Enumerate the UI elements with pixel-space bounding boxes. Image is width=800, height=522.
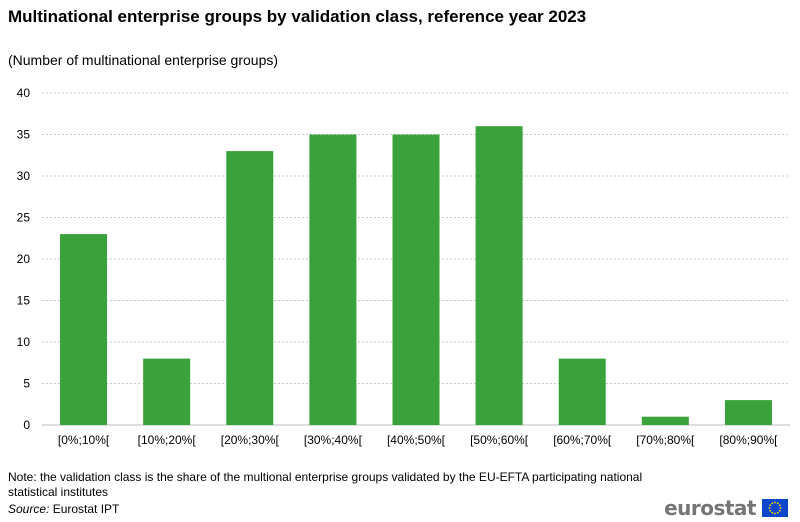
flag-star [779,507,782,509]
y-tick-label: 15 [17,294,31,308]
bar [309,134,357,425]
y-tick-label: 20 [17,252,31,266]
x-tick-label: [50%;60%[ [470,433,529,447]
x-tick-label: [20%;30%[ [221,433,280,447]
flag-star [769,509,772,512]
flag-star [776,502,779,505]
flag-star [769,504,772,507]
flag-star [778,509,781,512]
x-tick-label: [0%;10%[ [58,433,110,447]
bar [60,234,108,425]
eu-flag-icon [762,499,788,517]
bar [475,126,523,425]
source-line: Source: Eurostat IPT [8,502,119,517]
x-tick-label: [80%;90%[ [719,433,778,447]
y-tick-label: 10 [17,335,31,349]
flag-star [778,504,781,507]
x-tick-label: [30%;40%[ [304,433,363,447]
y-tick-label: 30 [17,169,31,183]
y-tick-label: 5 [23,377,30,391]
flag-star [774,501,776,504]
x-tick-label: [60%;70%[ [553,433,612,447]
chart-title: Multinational enterprise groups by valid… [8,7,587,26]
y-tick-label: 40 [17,86,31,100]
y-axis-ticks: 0 5 10 15 20 25 30 35 40 [17,86,31,432]
eurostat-logo: eurostat [664,496,788,520]
bar [143,358,191,425]
footnote: Note: the validation class is the share … [8,470,643,499]
flag-star [768,507,771,509]
flag-star [771,511,774,514]
bar-chart: 0 5 10 15 20 25 30 35 40 [0%;10%[ [10%;20%[ [20%;3… [17,86,790,447]
logo-text: eurostat [664,496,756,520]
flag-star [771,502,774,505]
bar [226,151,274,425]
bar [558,358,606,425]
bar [724,400,772,425]
chart-subtitle: (Number of multinational enterprise grou… [8,52,279,68]
x-tick-label: [70%;80%[ [636,433,695,447]
y-tick-label: 35 [17,128,31,142]
x-axis-ticks: [0%;10%[ [10%;20%[ [20%;30%[ [30%;40%[ [40%;… [58,433,778,447]
source-text: Eurostat IPT [49,502,120,516]
flag-star [776,511,779,514]
y-tick-label: 25 [17,211,31,225]
bar [392,134,440,425]
bars [60,126,772,425]
x-tick-label: [10%;20%[ [138,433,197,447]
x-tick-label: [40%;50%[ [387,433,446,447]
bar [641,416,689,425]
source-label: Source: [8,502,50,516]
flag-star [774,512,776,515]
y-tick-label: 0 [23,418,30,432]
